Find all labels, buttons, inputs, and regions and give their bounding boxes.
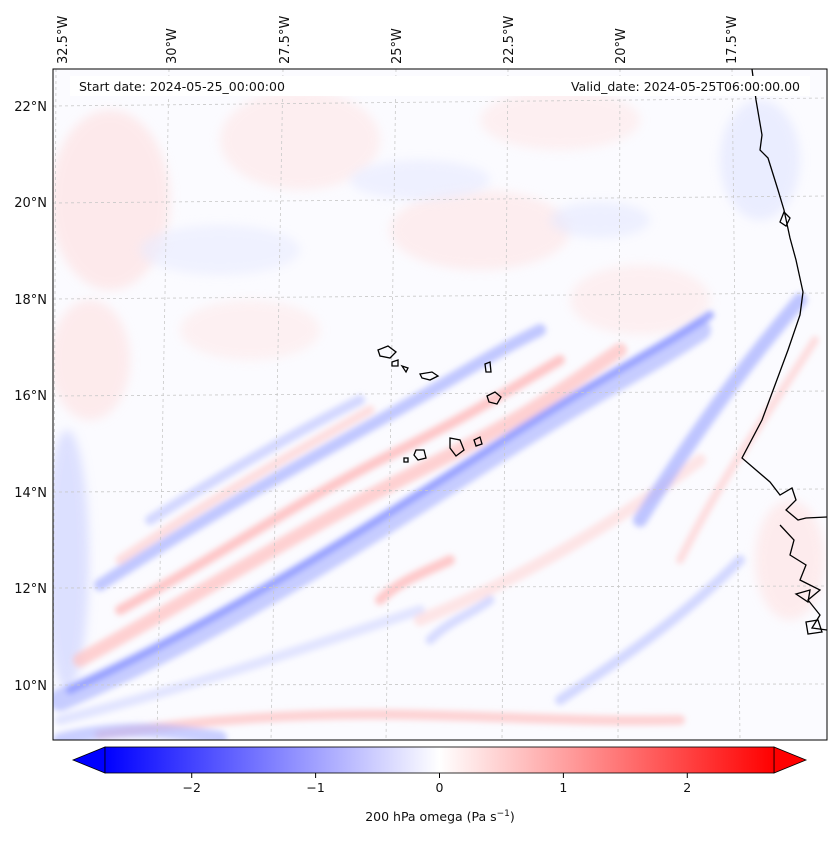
- lon-label: 30°W: [165, 28, 180, 64]
- latitude-labels: 22°N 20°N 18°N 16°N 14°N 12°N 10°N: [14, 100, 47, 694]
- africa-coast: [741, 69, 827, 521]
- lat-label: 18°N: [14, 293, 47, 308]
- colorbar-tick-label: 1: [559, 780, 567, 795]
- lon-label: 27.5°W: [278, 16, 293, 64]
- colorbar-min-extension: [71, 746, 106, 774]
- coastlines: [377, 69, 827, 635]
- omega-field: [53, 90, 825, 740]
- colorbar-tick-label: 0: [436, 780, 444, 795]
- colorbar-gradient: [104, 746, 775, 774]
- start-date-label: Start date: 2024-05-25_00:00:00: [79, 79, 285, 94]
- lon-label: 22.5°W: [502, 16, 517, 64]
- lon-label: 32.5°W: [56, 16, 71, 64]
- lon-label: 17.5°W: [725, 16, 740, 64]
- header-label-background: [70, 76, 810, 96]
- lat-label: 14°N: [14, 486, 47, 501]
- map-panel: Start date: 2024-05-25_00:00:00 Valid_da…: [14, 16, 828, 741]
- map-frame: [52, 68, 828, 741]
- valid-date-label: Valid_date: 2024-05-25T06:00:00.00: [571, 79, 800, 94]
- colorbar-tick-label: −2: [183, 780, 201, 795]
- colorbar-max-extension: [773, 746, 808, 774]
- colorbar: −2 −1 0 1 2 200 hPa omega (Pa s−1): [71, 746, 808, 824]
- lon-label: 20°W: [614, 28, 629, 64]
- colorbar-label: 200 hPa omega (Pa s−1): [365, 809, 515, 824]
- colorbar-tick-label: −1: [306, 780, 324, 795]
- lat-label: 10°N: [14, 679, 47, 694]
- colorbar-tick-label: 2: [683, 780, 691, 795]
- lon-label: 25°W: [390, 28, 405, 64]
- lat-label: 12°N: [14, 582, 47, 597]
- lat-label: 22°N: [14, 100, 47, 115]
- cape-verde-islands: [377, 345, 502, 463]
- lat-label: 20°N: [14, 196, 47, 211]
- longitude-labels: 32.5°W 30°W 27.5°W 25°W 22.5°W 20°W 17.5…: [56, 16, 740, 64]
- colorbar-ticks: −2 −1 0 1 2: [183, 773, 691, 795]
- lat-label: 16°N: [14, 389, 47, 404]
